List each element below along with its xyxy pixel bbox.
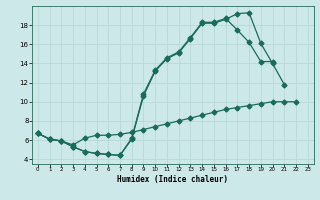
- X-axis label: Humidex (Indice chaleur): Humidex (Indice chaleur): [117, 175, 228, 184]
